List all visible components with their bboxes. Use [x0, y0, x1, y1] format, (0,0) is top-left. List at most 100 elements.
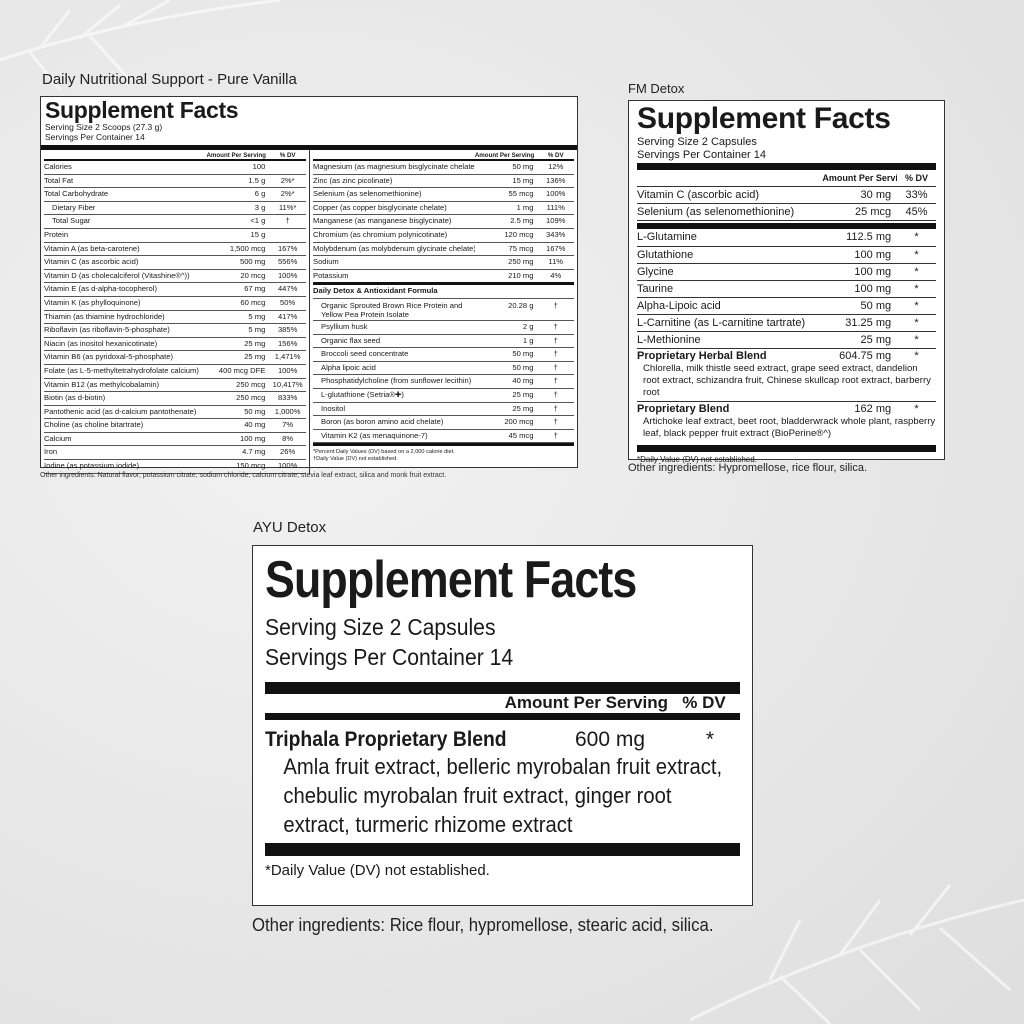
nutrient-row: Iodine (as potassium iodide) 150 mcg 100% — [44, 459, 306, 474]
nutrient-row: L-Methionine 25 mg * — [637, 331, 936, 349]
footnote-dv: *Percent Daily Values (DV) based on a 2,… — [313, 449, 455, 456]
nutrient-name: Total Sugar — [44, 214, 207, 229]
nutrient-amount: 500 mg — [206, 255, 270, 270]
blend-dv: * — [914, 402, 919, 415]
divider — [265, 843, 740, 856]
nutrient-amount: 2 g — [474, 320, 538, 335]
nutrient-dv: 556% — [269, 255, 306, 270]
nutrient-dv: 111% — [537, 201, 574, 216]
blend-dv: * — [705, 728, 715, 751]
header-amount: Amount Per Serving — [206, 150, 270, 161]
nutrient-row: Molybdenum (as molybdenum glycinate chel… — [313, 242, 574, 257]
nutrient-row: Vitamin B12 (as methylcobalamin) 250 mcg 1… — [44, 378, 306, 393]
nutrient-name: Calories — [44, 160, 207, 175]
nutrient-name: Vitamin E (as d-alpha-tocopherol) — [44, 282, 207, 297]
nutrient-row: Dietary Fiber 3 g 11%* — [44, 201, 306, 216]
nutrient-name: Dietary Fiber — [44, 201, 207, 216]
header-blank — [313, 150, 475, 161]
nutrient-dv: † — [537, 347, 574, 362]
nutrient-dv: 50% — [269, 296, 306, 311]
nutrient-amount: 210 mg — [474, 269, 538, 285]
blend-name: Triphala Proprietary Blend — [265, 728, 507, 751]
nutrient-row: Total Fat 1.5 g 2%* — [44, 174, 306, 189]
nutrient-amount: 1 g — [474, 334, 538, 349]
nutrient-name: Chromium (as chromium polynicotinate) — [313, 228, 475, 243]
nutrient-name: Selenium (as selenomethionine) — [313, 187, 475, 202]
nutrient-name: Biotin (as d-biotin) — [44, 391, 207, 406]
nutrient-dv: 1,000% — [269, 405, 306, 420]
nutrient-amount: 25 mg — [822, 331, 898, 349]
product-label-fm: FM Detox — [628, 81, 685, 96]
blend-row: Triphala Proprietary Blend 600 mg * — [265, 728, 740, 752]
nutrient-amount: 5 mg — [206, 310, 270, 325]
nutrient-amount: 25 mg — [474, 402, 538, 417]
nutrient-amount: 60 mcg — [206, 296, 270, 311]
nutrient-name: Protein — [44, 228, 207, 243]
nutrient-row: Calcium 100 mg 8% — [44, 432, 306, 447]
nutrient-name: Glutathione — [637, 246, 823, 264]
nutrient-row: Protein 15 g — [44, 228, 306, 243]
nutrient-amount: 6 g — [206, 187, 270, 202]
nutrient-row: Biotin (as d-biotin) 250 mcg 833% — [44, 391, 306, 406]
nutrient-dv: † — [537, 361, 574, 376]
nutrient-amount: 67 mg — [206, 282, 270, 297]
nutrient-amount: 50 mg — [474, 361, 538, 376]
blend-cell: Proprietary Herbal Blend 604.75 mg * Chlore… — [637, 348, 936, 402]
nutrient-amount: 250 mg — [474, 255, 538, 270]
nutrient-dv: 11% — [537, 255, 574, 270]
nutrient-dv: 33% — [897, 186, 936, 204]
nutrient-dv: 12% — [537, 160, 574, 175]
nutrient-amount: 5 mg — [206, 323, 270, 338]
nutrient-amount: 1,500 mcg — [206, 242, 270, 257]
nutrient-amount: 100 mg — [822, 280, 898, 298]
nutrient-name: Psyllium husk — [313, 320, 475, 335]
nutrient-row: L-glutathione (Setria®✚) 25 mg † — [313, 388, 574, 403]
footnote: *Daily Value (DV) not established. — [637, 454, 757, 464]
header-amount: Amount Per Serving — [474, 150, 538, 161]
nutrient-amount: 100 mg — [822, 246, 898, 264]
nutrient-name: Pantothenic acid (as d-calcium pantothen… — [44, 405, 207, 420]
nutrient-dv: 4% — [537, 269, 574, 285]
nutrient-dv: * — [897, 331, 936, 349]
nutrient-amount: 400 mcg DFE — [206, 364, 270, 379]
nutrient-amount: 250 mcg — [206, 391, 270, 406]
nutrient-dv: 100% — [537, 187, 574, 202]
nutrient-row: L-Glutamine 112.5 mg * — [637, 229, 936, 247]
nutrient-amount: 55 mcg — [474, 187, 538, 202]
blend-amount: 162 mg — [854, 402, 892, 415]
facts-title: Supplement Facts — [265, 551, 637, 609]
nutrient-row: Vitamin C (as ascorbic acid) 500 mg 556% — [44, 255, 306, 270]
nutrient-name: Vitamin B6 (as pyridoxal-5-phosphate) — [44, 350, 207, 365]
nutrient-row: Vitamin K2 (as menaquinone-7) 45 mcg † — [313, 429, 574, 444]
nutrient-amount: 150 mcg — [206, 459, 270, 474]
nutrient-dv: 100% — [269, 459, 306, 474]
nutrient-row: Folate (as L-5-methyltetrahydrofolate ca… — [44, 364, 306, 379]
header-dv: % DV — [682, 692, 726, 712]
nutrient-dv: 2%* — [269, 174, 306, 189]
nutrient-name: Inositol — [313, 402, 475, 417]
supplement-facts-fm: Supplement Facts Serving Size 2 Capsules… — [628, 100, 945, 464]
nutrient-amount: 25 mcg — [822, 203, 898, 221]
nutrient-name: Vitamin C (as ascorbic acid) — [44, 255, 207, 270]
nutrient-dv — [269, 160, 306, 175]
nutrient-row: Total Carbohydrate 6 g 2%* — [44, 187, 306, 202]
nutrient-dv: † — [537, 298, 574, 321]
nutrient-name: Thiamin (as thiamine hydrochloride) — [44, 310, 207, 325]
nutrient-row: Organic Sprouted Brown Rice Protein and … — [313, 298, 574, 321]
nutrient-row: Vitamin A (as beta-carotene) 1,500 mcg 167… — [44, 242, 306, 257]
nutrient-row: Pantothenic acid (as d-calcium pantothen… — [44, 405, 306, 420]
nutrient-amount: 31.25 mg — [822, 314, 898, 332]
nutrient-row: Iron 4.7 mg 26% — [44, 445, 306, 461]
nutrient-dv: † — [537, 429, 574, 444]
nutrient-name: L-glutathione (Setria®✚) — [313, 388, 475, 403]
nutrient-dv: * — [897, 263, 936, 281]
product-label-ayu: AYU Detox — [253, 519, 327, 536]
nutrient-dv: 156% — [269, 337, 306, 352]
nutrient-name: Vitamin K (as phylloquinone) — [44, 296, 207, 311]
blend-description: Chlorella, milk thistle seed extract, gr… — [643, 362, 931, 398]
nutrient-amount: 1.5 g — [206, 174, 270, 189]
nutrient-amount: 40 mg — [206, 418, 270, 433]
nutrient-name: Zinc (as zinc picolinate) — [313, 174, 475, 189]
nutrient-amount: 3 g — [206, 201, 270, 216]
nutrient-dv: 447% — [269, 282, 306, 297]
